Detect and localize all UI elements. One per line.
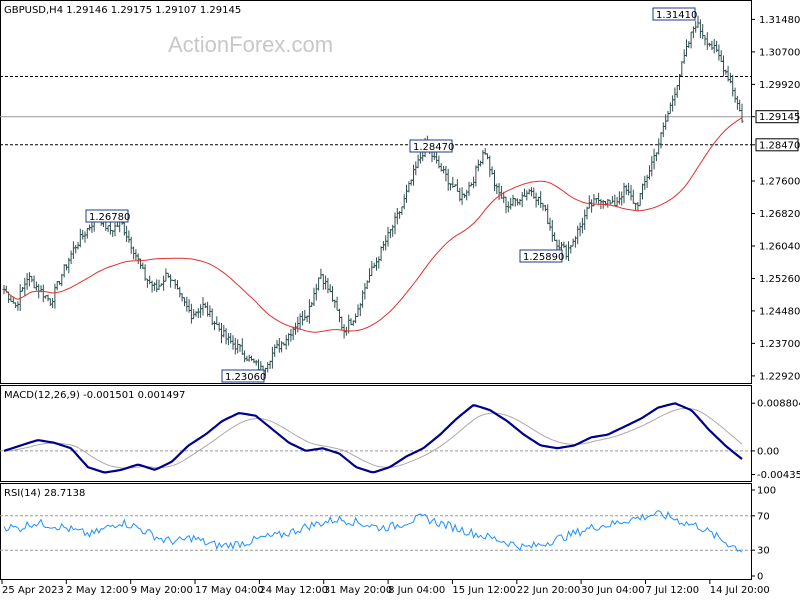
time-tick-label: 8 Jun 04:00: [388, 585, 445, 596]
time-tick-label: 15 Jun 12:00: [452, 585, 516, 596]
level-labels: 1.31410 1.28470 1.26780 1.25890 1.23060: [85, 7, 697, 383]
level-annotation: 1.26780: [89, 212, 130, 223]
level-annotation-box: [652, 7, 696, 21]
time-tick-label: 17 May 04:00: [195, 585, 264, 596]
macd-tick-label: 0.008804: [757, 399, 800, 410]
rsi-path: [3, 509, 743, 553]
price-level-lines: [0, 76, 751, 146]
rsi-tick-label: 100: [757, 486, 776, 497]
macd-tick-label: 0.00: [757, 446, 779, 457]
rsi-tick-label: 0: [757, 572, 763, 583]
price-panel-frame: [0, 0, 752, 384]
time-tick-label: 22 Jun 20:00: [517, 585, 581, 596]
time-tick-label: 7 Jul 12:00: [646, 585, 700, 596]
time-tick-label: 31 May 20:00: [324, 585, 393, 596]
price-tick-label: 1.30700: [759, 47, 800, 58]
level-annotation-box: [519, 249, 563, 263]
price-tick-label: 1.28470: [759, 140, 800, 151]
price-tick-label: 1.26820: [759, 209, 800, 220]
macd-axis: 0.008804 0.00 -0.004354: [751, 399, 800, 481]
level-annotation: 1.28470: [413, 142, 454, 153]
watermark: ActionForex.com: [168, 32, 333, 57]
level-annotation-box: [409, 139, 453, 153]
macd-main-line: [3, 402, 743, 474]
time-tick-label: 24 May 12:00: [259, 585, 328, 596]
price-tag: [755, 138, 799, 152]
macd-lines: [0, 402, 751, 474]
time-axis: 25 Apr 2023 2 May 12:00 9 May 20:00 17 May …: [1, 580, 770, 596]
rsi-panel-frame: [0, 483, 752, 580]
price-tick-label: 1.26040: [759, 242, 800, 253]
price-tick-label: 1.22920: [759, 371, 800, 382]
time-tick-label: 2 May 12:00: [66, 585, 128, 596]
price-bars: [2, 15, 744, 376]
moving-average-line: [3, 117, 743, 333]
rsi-tick-label: 70: [757, 511, 770, 522]
level-annotation: 1.23060: [225, 372, 266, 383]
rsi-axis: 100 70 30 0: [751, 486, 776, 583]
price-tick-label: 1.24480: [759, 306, 800, 317]
macd-signal-line: [3, 408, 743, 469]
symbol-header: GBPUSD,H4 1.29146 1.29175 1.29107 1.2914…: [4, 5, 241, 16]
rsi-line: [0, 509, 751, 553]
time-tick-label: 14 Jul 20:00: [710, 585, 770, 596]
level-annotation-box: [221, 369, 265, 383]
rsi-title: RSI(14) 28.7138: [4, 488, 85, 499]
price-tick-label: 1.29145: [759, 112, 800, 123]
price-tick-label: 1.27600: [759, 177, 800, 188]
price-tag: [755, 110, 799, 124]
level-annotation: 1.25890: [523, 252, 564, 263]
macd-panel-frame: [0, 385, 752, 482]
price-tick-label: 1.31480: [759, 15, 800, 26]
macd-title: MACD(12,26,9) -0.001501 0.001497: [4, 390, 185, 401]
ma-path: [3, 117, 743, 333]
price-tick-label: 1.25260: [759, 274, 800, 285]
time-tick-label: 9 May 20:00: [131, 585, 193, 596]
price-tick-label: 1.23700: [759, 339, 800, 350]
level-annotation: 1.31410: [656, 10, 697, 21]
time-tick-label: 25 Apr 2023: [2, 585, 64, 596]
level-annotation-box: [85, 209, 129, 223]
macd-tick-label: -0.004354: [757, 470, 800, 481]
price-tick-label: 1.29920: [759, 80, 800, 91]
price-axis: 1.31480 1.30700 1.29920 1.29145 1.28470 1.276…: [751, 15, 800, 382]
rsi-tick-label: 30: [757, 546, 770, 557]
time-tick-label: 30 Jun 04:00: [581, 585, 645, 596]
